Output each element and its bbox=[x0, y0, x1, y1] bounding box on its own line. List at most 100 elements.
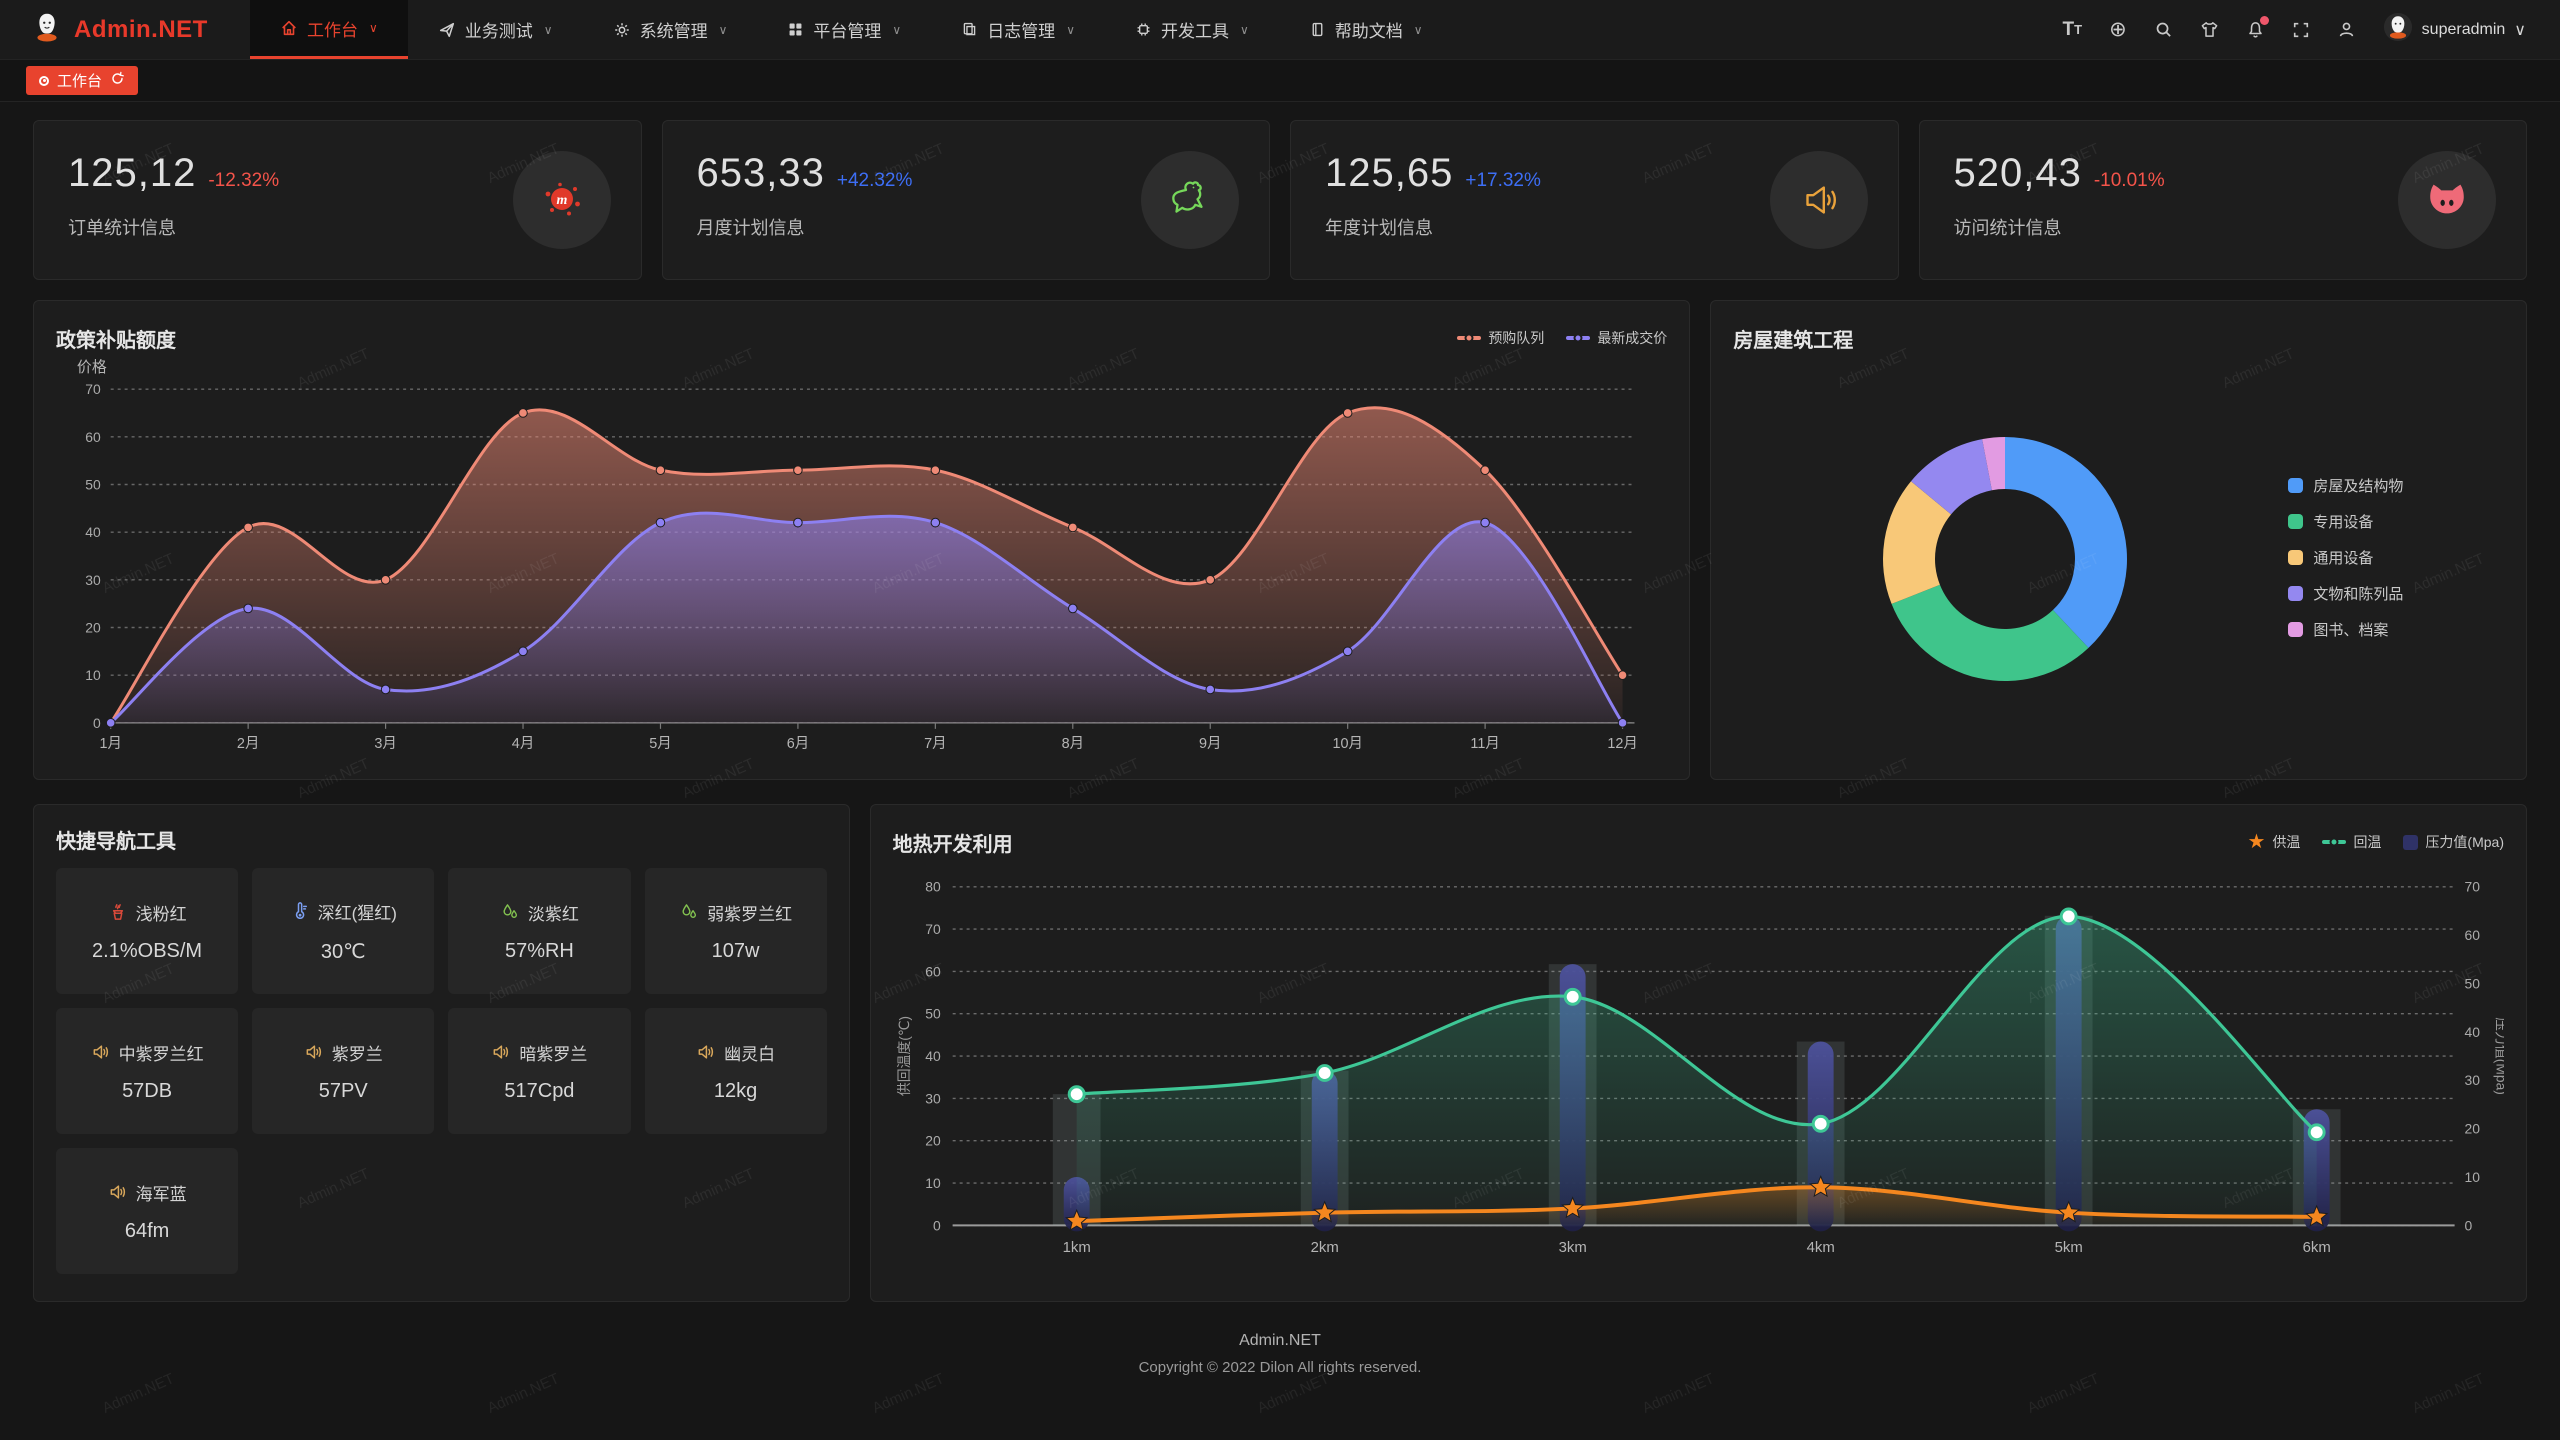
search-icon[interactable] bbox=[2154, 20, 2173, 39]
tabbar: 工作台 bbox=[0, 60, 2560, 102]
svg-text:80: 80 bbox=[925, 879, 941, 895]
svg-text:3km: 3km bbox=[1558, 1240, 1586, 1256]
menu-item-docs[interactable]: 帮助文档 ∨ bbox=[1279, 0, 1453, 59]
chevron-down-icon: ∨ bbox=[2514, 21, 2526, 39]
svg-text:9月: 9月 bbox=[1199, 736, 1221, 752]
menu-item-label: 业务测试 bbox=[464, 22, 533, 41]
quick-nav-item[interactable]: 紫罗兰 57PV bbox=[252, 1008, 435, 1134]
chevron-down-icon: ∨ bbox=[718, 22, 728, 37]
quick-nav-label: 紫罗兰 bbox=[331, 1044, 383, 1064]
quick-nav-value: 57DB bbox=[122, 1079, 173, 1102]
stat-label: 月度计划信息 bbox=[696, 218, 805, 238]
legend-item-preorder[interactable]: 预购队列 bbox=[1457, 328, 1544, 348]
fullscreen-icon[interactable] bbox=[2292, 21, 2310, 39]
donut-legend-item[interactable]: 图书、档案 bbox=[2288, 619, 2403, 640]
user-menu[interactable]: superadmin ∨ bbox=[2383, 12, 2526, 47]
notification-icon[interactable] bbox=[2246, 16, 2269, 39]
donut-legend-item[interactable]: 通用设备 bbox=[2288, 547, 2403, 568]
quick-nav-card: 快捷导航工具 浅粉红 2.1%OBS/M 深红(猩红) 30℃ 淡紫红 57%RH 弱紫罗兰… bbox=[33, 804, 850, 1302]
username: superadmin bbox=[2421, 20, 2506, 38]
stat-card-visits: 520,43 -10.01% 访问统计信息 bbox=[1918, 120, 2527, 280]
quick-nav-label: 弱紫罗兰红 bbox=[707, 904, 793, 924]
charts-row-2: 快捷导航工具 浅粉红 2.1%OBS/M 深红(猩红) 30℃ 淡紫红 57%RH 弱紫罗兰… bbox=[33, 804, 2527, 1302]
legend-label: 通用设备 bbox=[2313, 549, 2374, 567]
quick-nav-item[interactable]: 深红(猩红) 30℃ bbox=[252, 868, 435, 994]
chart-legend: ★ 供温 回温 压力值(Mpa) bbox=[2248, 832, 2505, 852]
legend-swatch bbox=[2288, 477, 2304, 493]
quick-nav-value: 57%RH bbox=[504, 939, 574, 962]
horn-icon bbox=[1769, 151, 1868, 249]
menu-item-label: 工作台 bbox=[307, 20, 358, 40]
chip-icon bbox=[1135, 21, 1152, 38]
section-title: 快捷导航工具 bbox=[56, 831, 176, 853]
language-icon[interactable]: ⊕ bbox=[2109, 18, 2127, 41]
menu-item-logs[interactable]: 日志管理 ∨ bbox=[931, 0, 1105, 59]
svg-text:供回温度(℃): 供回温度(℃) bbox=[896, 1016, 912, 1096]
brand-area[interactable]: Admin.NET bbox=[0, 0, 250, 59]
menu-item-devtools[interactable]: 开发工具 ∨ bbox=[1105, 0, 1279, 59]
legend-item-supply-temp[interactable]: ★ 供温 bbox=[2247, 831, 2301, 853]
profile-icon[interactable] bbox=[2337, 20, 2356, 39]
splatter-icon: m bbox=[512, 151, 611, 249]
theme-icon[interactable] bbox=[2200, 20, 2219, 39]
menu-item-business-test[interactable]: 业务测试 ∨ bbox=[408, 0, 583, 59]
content: 125,12 -12.32% 订单统计信息 m 653,33 +42.32% 月… bbox=[0, 102, 2560, 1376]
svg-text:60: 60 bbox=[85, 429, 101, 445]
svg-text:70: 70 bbox=[925, 921, 941, 937]
stat-delta: +42.32% bbox=[836, 170, 913, 191]
svg-text:7月: 7月 bbox=[924, 736, 946, 752]
refresh-icon[interactable] bbox=[110, 71, 125, 90]
quick-nav-item[interactable]: 暗紫罗兰 517Cpd bbox=[448, 1008, 631, 1134]
charts-row-1: 政策补贴额度 预购队列 最新成交价 0 10 20 30 40 50 60 70 价格 1月 2月 3… bbox=[33, 300, 2527, 780]
donut-legend-item[interactable]: 专用设备 bbox=[2288, 511, 2403, 532]
menu-item-workbench[interactable]: 工作台 ∨ bbox=[250, 0, 408, 59]
legend-item-pressure[interactable]: 压力值(Mpa) bbox=[2403, 832, 2504, 852]
home-icon bbox=[280, 19, 298, 37]
legend-label: 图书、档案 bbox=[2313, 621, 2389, 639]
menu-item-system[interactable]: 系统管理 ∨ bbox=[583, 0, 758, 59]
stat-card-monthly: 653,33 +42.32% 月度计划信息 bbox=[661, 120, 1270, 280]
quick-nav-item[interactable]: 中紫罗兰红 57DB bbox=[56, 1008, 239, 1134]
legend-item-latest-price[interactable]: 最新成交价 bbox=[1566, 328, 1667, 348]
svg-text:m: m bbox=[556, 193, 567, 208]
donut-legend-item[interactable]: 房屋及结构物 bbox=[2288, 475, 2403, 496]
quick-nav-item[interactable]: 浅粉红 2.1%OBS/M bbox=[56, 868, 239, 994]
menu-item-platform[interactable]: 平台管理 ∨ bbox=[757, 0, 931, 59]
subsidy-chart-card: 政策补贴额度 预购队列 最新成交价 0 10 20 30 40 50 60 70 价格 1月 2月 3… bbox=[33, 300, 1691, 780]
speaker-icon bbox=[108, 1182, 128, 1202]
svg-text:4km: 4km bbox=[1806, 1240, 1834, 1256]
svg-text:0: 0 bbox=[93, 715, 101, 731]
stat-delta: -10.01% bbox=[2093, 170, 2165, 191]
quick-nav-item[interactable]: 幽灵白 12kg bbox=[644, 1008, 827, 1134]
quick-nav-item[interactable]: 海军蓝 64fm bbox=[56, 1148, 239, 1274]
quick-nav-grid: 浅粉红 2.1%OBS/M 深红(猩红) 30℃ 淡紫红 57%RH 弱紫罗兰红 107w 中紫… bbox=[56, 868, 827, 1274]
stat-value: 520,43 bbox=[1953, 151, 2082, 195]
svg-text:60: 60 bbox=[925, 963, 941, 979]
chevron-down-icon: ∨ bbox=[369, 21, 378, 35]
svg-text:30: 30 bbox=[85, 572, 101, 588]
building-donut-chart bbox=[1883, 437, 2128, 681]
quick-nav-label: 中紫罗兰红 bbox=[118, 1044, 204, 1064]
legend-label: 专用设备 bbox=[2313, 513, 2374, 531]
legend-item-return-temp[interactable]: 回温 bbox=[2322, 832, 2381, 852]
stat-value: 653,33 bbox=[696, 151, 825, 195]
svg-text:20: 20 bbox=[85, 619, 101, 635]
avatar bbox=[2383, 12, 2413, 47]
svg-text:20: 20 bbox=[925, 1133, 941, 1149]
geothermal-chart-card: 地热开发利用 ★ 供温 回温 压力值(Mpa) 0 10 20 bbox=[869, 804, 2527, 1302]
donut-area: 房屋及结构物 专用设备通用设备文物和陈列品图书、档案 bbox=[1733, 355, 2504, 759]
svg-text:5km: 5km bbox=[2054, 1240, 2082, 1256]
quick-nav-item[interactable]: 淡紫红 57%RH bbox=[448, 868, 631, 994]
speaker-icon bbox=[304, 1042, 324, 1062]
donut-legend-item[interactable]: 文物和陈列品 bbox=[2288, 583, 2403, 604]
chart-legend: 预购队列 最新成交价 bbox=[1457, 328, 1667, 348]
chevron-down-icon: ∨ bbox=[543, 22, 553, 37]
quick-nav-item[interactable]: 弱紫罗兰红 107w bbox=[644, 868, 827, 994]
svg-text:40: 40 bbox=[2464, 1024, 2480, 1040]
brazier-icon bbox=[108, 902, 128, 922]
svg-text:10: 10 bbox=[2464, 1169, 2480, 1185]
tab-workbench[interactable]: 工作台 bbox=[26, 66, 139, 95]
svg-text:70: 70 bbox=[85, 381, 101, 397]
footer-brand: Admin.NET bbox=[1239, 1332, 1321, 1349]
